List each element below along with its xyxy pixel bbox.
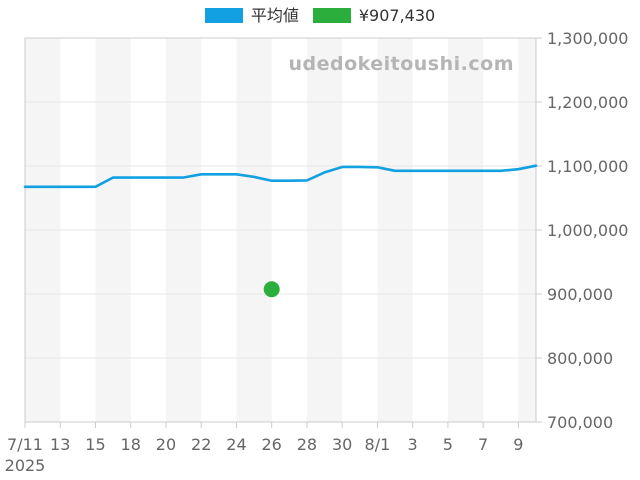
svg-text:20: 20 <box>156 435 176 454</box>
price-point-label: ¥907,430 <box>358 6 436 25</box>
average-series-swatch <box>204 8 243 23</box>
svg-text:30: 30 <box>332 435 352 454</box>
svg-text:1,200,000: 1,200,000 <box>547 93 628 112</box>
svg-text:26: 26 <box>262 435 282 454</box>
svg-text:9: 9 <box>513 435 523 454</box>
svg-text:1,100,000: 1,100,000 <box>547 157 628 176</box>
watermark: udedokeitoushi.com <box>288 53 514 75</box>
legend-item-price-point[interactable]: ¥907,430 <box>312 6 436 25</box>
svg-text:7: 7 <box>478 435 488 454</box>
svg-text:3: 3 <box>408 435 418 454</box>
svg-text:1,000,000: 1,000,000 <box>547 221 628 240</box>
svg-text:18: 18 <box>121 435 141 454</box>
svg-text:7/11: 7/11 <box>7 435 43 454</box>
svg-text:1,300,000: 1,300,000 <box>547 29 628 48</box>
svg-text:800,000: 800,000 <box>547 349 613 368</box>
svg-text:15: 15 <box>85 435 105 454</box>
svg-text:13: 13 <box>50 435 70 454</box>
average-series-label: 平均値 <box>250 6 299 25</box>
legend-item-average[interactable]: 平均値 <box>204 6 299 25</box>
svg-text:24: 24 <box>226 435 246 454</box>
svg-text:22: 22 <box>191 435 211 454</box>
chart-legend: 平均値 ¥907,430 <box>0 6 640 25</box>
svg-text:700,000: 700,000 <box>547 413 613 432</box>
svg-text:8/1: 8/1 <box>365 435 391 454</box>
svg-text:900,000: 900,000 <box>547 285 613 304</box>
price-point-swatch <box>312 8 351 23</box>
svg-text:28: 28 <box>297 435 317 454</box>
svg-text:2025: 2025 <box>5 456 46 475</box>
svg-text:5: 5 <box>443 435 453 454</box>
